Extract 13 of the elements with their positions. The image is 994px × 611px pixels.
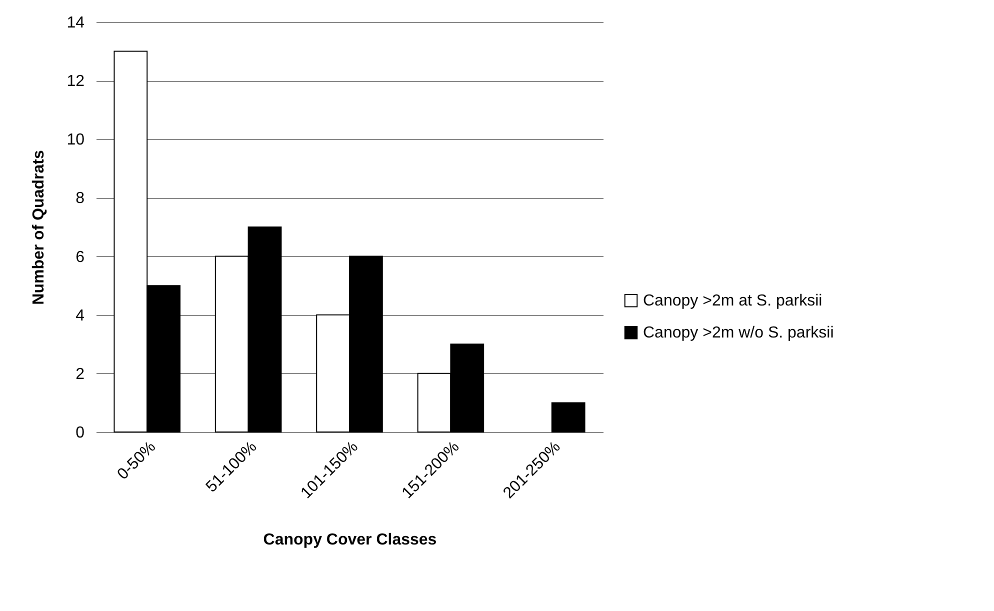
y-tick-label: 2 xyxy=(76,366,85,383)
y-tick-label: 14 xyxy=(66,14,85,32)
y-tick-label: 12 xyxy=(66,73,85,90)
y-tick-label: 0 xyxy=(76,424,85,442)
bar xyxy=(551,402,586,432)
x-axis-title: Canopy Cover Classes xyxy=(263,531,437,548)
legend-label: Canopy >2m at S. parksii xyxy=(643,292,822,310)
y-tick-label: 4 xyxy=(76,307,85,324)
y-tick-label: 8 xyxy=(76,190,85,208)
y-axis-title: Number of Quadrats xyxy=(30,150,48,305)
y-tick-label: 10 xyxy=(66,132,85,149)
legend-label: Canopy >2m w/o S. parksii xyxy=(643,324,834,342)
y-tick-label: 6 xyxy=(76,248,85,266)
